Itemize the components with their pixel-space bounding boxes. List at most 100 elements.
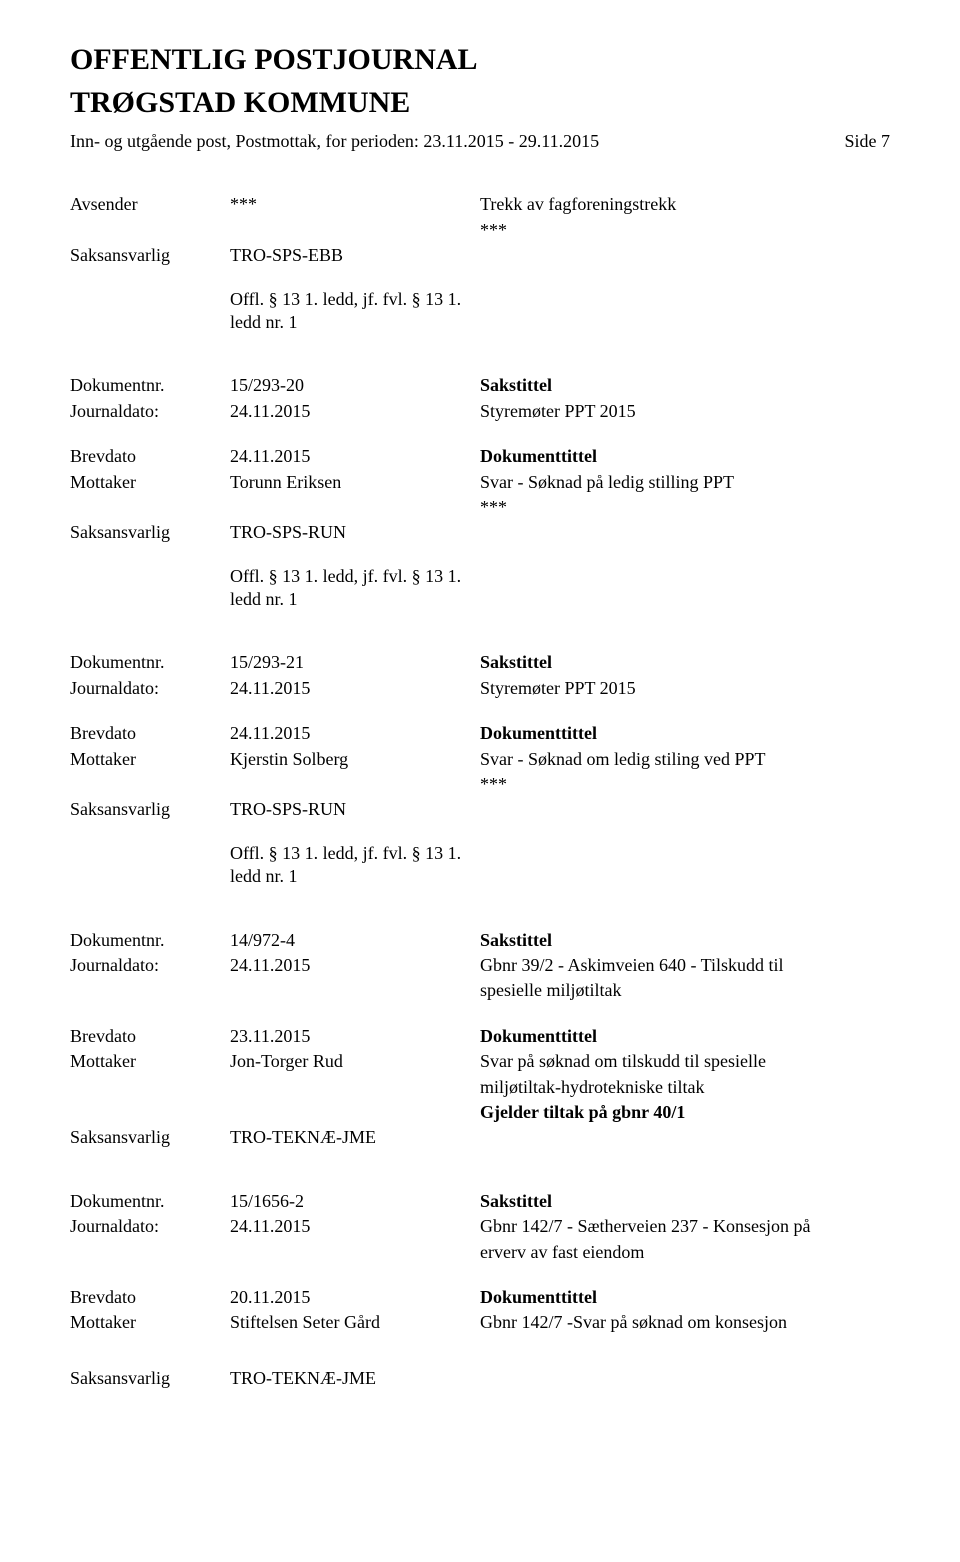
record-row: Journaldato:24.11.2015Gbnr 39/2 - Askimv… <box>70 954 890 977</box>
row-label: Brevdato <box>70 1025 230 1048</box>
row-label: Journaldato: <box>70 677 230 700</box>
record-row: SaksansvarligTRO-TEKNÆ-JME <box>70 1367 890 1390</box>
journal-record: Dokumentnr.15/293-20Sakstittel Journaldat… <box>70 374 890 611</box>
record-row: Dokumentnr.14/972-4Sakstittel <box>70 929 890 952</box>
row-label: Avsender <box>70 193 230 216</box>
journal-record: Dokumentnr.14/972-4SakstittelJournaldato… <box>70 929 890 1150</box>
row-value-right: Styremøter PPT 2015 <box>480 400 890 423</box>
journal-record: Dokumentnr.15/293-21Sakstittel Journaldat… <box>70 651 890 888</box>
spacer <box>70 1266 890 1286</box>
row-value-right: Dokumenttittel <box>480 1025 890 1048</box>
document-header: OFFENTLIG POSTJOURNAL TRØGSTAD KOMMUNE I… <box>70 40 890 153</box>
record-row: spesielle miljøtiltak <box>70 979 890 1002</box>
row-value-right <box>480 1367 890 1390</box>
row-value-left: 24.11.2015 <box>230 722 480 745</box>
record-row: Brevdato20.11.2015Dokumenttittel <box>70 1286 890 1309</box>
row-label <box>70 219 230 242</box>
row-value-left: TRO-TEKNÆ-JME <box>230 1126 480 1149</box>
record-row: SaksansvarligTRO-SPS-RUN <box>70 798 890 821</box>
row-label: Brevdato <box>70 722 230 745</box>
offl-exemption: Offl. § 13 1. ledd, jf. fvl. § 13 1.ledd… <box>230 288 890 335</box>
record-row: Avsender***Trekk av fagforeningstrekk <box>70 193 890 216</box>
row-label: Saksansvarlig <box>70 1126 230 1149</box>
body-block: Brevdato20.11.2015DokumenttittelMottaker… <box>70 1286 890 1335</box>
row-value-right: Gbnr 39/2 - Askimveien 640 - Tilskudd ti… <box>480 954 890 977</box>
record-row: Journaldato:24.11.2015Styremøter PPT 201… <box>70 400 890 423</box>
record-row: Brevdato23.11.2015Dokumenttittel <box>70 1025 890 1048</box>
row-value-right <box>480 1126 890 1149</box>
row-value-right: miljøtiltak-hydrotekniske tiltak <box>480 1076 890 1099</box>
row-value-right: Gbnr 142/7 - Sætherveien 237 - Konsesjon… <box>480 1215 890 1238</box>
row-label: Saksansvarlig <box>70 1367 230 1390</box>
row-value-right <box>480 521 890 544</box>
row-value-right: Dokumenttittel <box>480 722 890 745</box>
offl-exemption: Offl. § 13 1. ledd, jf. fvl. § 13 1.ledd… <box>230 842 890 889</box>
body-block: Brevdato23.11.2015DokumenttittelMottaker… <box>70 1025 890 1150</box>
record-row: MottakerStiftelsen Seter GårdGbnr 142/7 … <box>70 1311 890 1334</box>
spacer <box>70 1005 890 1025</box>
row-label: Journaldato: <box>70 400 230 423</box>
row-label: Brevdato <box>70 1286 230 1309</box>
body-block: Brevdato24.11.2015DokumenttittelMottaker… <box>70 445 890 545</box>
header-subtitle: TRØGSTAD KOMMUNE <box>70 83 890 122</box>
document-block: Dokumentnr.14/972-4SakstittelJournaldato… <box>70 929 890 1003</box>
row-value-left <box>230 219 480 242</box>
header-title: OFFENTLIG POSTJOURNAL <box>70 40 890 79</box>
row-value-left: 15/293-20 <box>230 374 480 397</box>
row-value-left <box>230 1076 480 1099</box>
row-value-left <box>230 979 480 1002</box>
row-value-right <box>480 244 890 267</box>
record-row: Dokumentnr.15/293-21Sakstittel <box>70 651 890 674</box>
row-value-right: Sakstittel <box>480 929 890 952</box>
row-value-left: 20.11.2015 <box>230 1286 480 1309</box>
row-value-right: Styremøter PPT 2015 <box>480 677 890 700</box>
row-value-left: 24.11.2015 <box>230 1215 480 1238</box>
record-row: Gjelder tiltak på gbnr 40/1 <box>70 1101 890 1124</box>
journal-record: Avsender***Trekk av fagforeningstrekk ***… <box>70 193 890 334</box>
row-label <box>70 773 230 796</box>
record-row: MottakerKjerstin SolbergSvar - Søknad om… <box>70 748 890 771</box>
row-value-left: 23.11.2015 <box>230 1025 480 1048</box>
record-row: Dokumentnr.15/293-20Sakstittel <box>70 374 890 397</box>
header-period: Inn- og utgående post, Postmottak, for p… <box>70 130 599 153</box>
row-label: Brevdato <box>70 445 230 468</box>
record-row: SaksansvarligTRO-SPS-RUN <box>70 521 890 544</box>
row-label: Saksansvarlig <box>70 244 230 267</box>
row-value-left <box>230 773 480 796</box>
row-label: Dokumentnr. <box>70 374 230 397</box>
row-value-right: Dokumenttittel <box>480 445 890 468</box>
row-value-right: Trekk av fagforeningstrekk <box>480 193 890 216</box>
row-value-left: 24.11.2015 <box>230 677 480 700</box>
page-number: Side 7 <box>844 130 890 153</box>
document-block: Dokumentnr.15/293-21Sakstittel Journaldat… <box>70 651 890 700</box>
offl-exemption: Offl. § 13 1. ledd, jf. fvl. § 13 1.ledd… <box>230 565 890 612</box>
row-label: Mottaker <box>70 471 230 494</box>
row-label: Mottaker <box>70 1311 230 1334</box>
row-value-right: Sakstittel <box>480 1190 890 1213</box>
row-value-left: TRO-SPS-RUN <box>230 798 480 821</box>
row-label <box>70 1076 230 1099</box>
record-row: Journaldato:24.11.2015Gbnr 142/7 - Sæthe… <box>70 1215 890 1238</box>
record-row: Brevdato24.11.2015Dokumenttittel <box>70 722 890 745</box>
row-value-right: erverv av fast eiendom <box>480 1241 890 1264</box>
row-label: Dokumentnr. <box>70 1190 230 1213</box>
spacer <box>70 425 890 445</box>
record-row: *** <box>70 773 890 796</box>
records-container: Avsender***Trekk av fagforeningstrekk***… <box>70 193 890 1390</box>
row-label: Journaldato: <box>70 1215 230 1238</box>
row-value-left: 14/972-4 <box>230 929 480 952</box>
offl-line: Offl. § 13 1. ledd, jf. fvl. § 13 1. <box>230 288 890 311</box>
record-row: *** <box>70 219 890 242</box>
row-label <box>70 496 230 519</box>
row-value-right: Dokumenttittel <box>480 1286 890 1309</box>
row-value-right: *** <box>480 496 890 519</box>
row-value-left: 15/293-21 <box>230 651 480 674</box>
row-label: Saksansvarlig <box>70 798 230 821</box>
journal-record: Dokumentnr.15/1656-2SakstittelJournaldat… <box>70 1190 890 1390</box>
row-value-right: *** <box>480 773 890 796</box>
row-value-left <box>230 496 480 519</box>
record-row: Dokumentnr.15/1656-2Sakstittel <box>70 1190 890 1213</box>
record-row: miljøtiltak-hydrotekniske tiltak <box>70 1076 890 1099</box>
row-label: Journaldato: <box>70 954 230 977</box>
row-label: Mottaker <box>70 748 230 771</box>
